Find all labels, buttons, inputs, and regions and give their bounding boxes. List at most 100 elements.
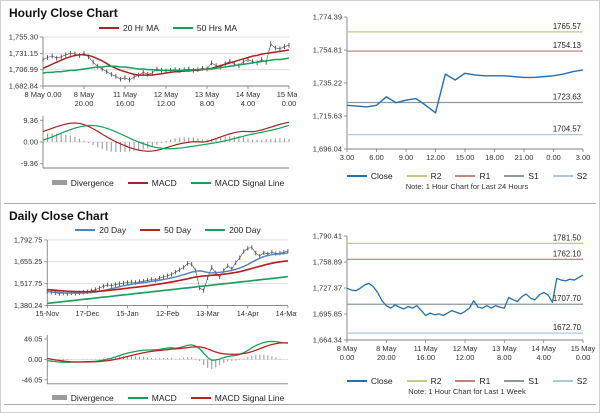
legend-item-r2: R2: [406, 375, 442, 386]
svg-text:11 May: 11 May: [113, 90, 137, 99]
legend-item-200day: 200 Day: [205, 225, 261, 235]
macd-swatch: [127, 396, 148, 399]
legend-item-s2: S2: [552, 375, 588, 386]
svg-text:1704.57: 1704.57: [553, 125, 581, 134]
svg-text:1,682.84: 1,682.84: [9, 82, 38, 91]
hourly-24h-panel: 1,774.39 1,754.81 1,735.22 1,715.63 1,696.04…: [299, 1, 599, 203]
svg-text:1754.13: 1754.13: [553, 41, 581, 50]
svg-text:17-Dec: 17-Dec: [76, 309, 100, 318]
close-label: Close: [370, 375, 393, 386]
svg-text:14 May: 14 May: [236, 90, 261, 99]
s2-label: S2: [576, 375, 588, 386]
svg-text:21.00: 21.00: [515, 153, 534, 162]
hourly-close-chart: 1,755.301,731.151,706.991,682.848 May 0.…: [9, 34, 297, 108]
week-close-chart: 1,790.41 1,758.89 1,727.37 1,695.85 1,664.34…: [313, 232, 596, 363]
r2-label: R2: [430, 170, 442, 181]
h24-legend: Close R2 R1 S1 S2: [335, 169, 599, 182]
hourly-ma-legend: 20 Hr MA 50 Hrs MA: [37, 21, 299, 34]
svg-text:1762.10: 1762.10: [553, 249, 582, 258]
svg-text:8 May 0.00: 8 May 0.00: [24, 90, 61, 99]
svg-text:9.36: 9.36: [23, 116, 38, 125]
daily-macd-chart: 46.05 0.00 -46.05: [22, 334, 289, 384]
legend-item-close: Close: [346, 170, 393, 181]
legend-item-50day: 50 Day: [140, 225, 191, 235]
r2-swatch: [406, 174, 427, 177]
legend-item-s1: S1: [504, 170, 539, 181]
r2-label: R2: [430, 375, 442, 386]
20hr-ma-label: 20 Hr MA: [122, 22, 159, 33]
bottom-divider: [4, 404, 596, 405]
svg-text:8 May: 8 May: [376, 344, 397, 353]
hourly-macd-legend: Divergence MACD MACD Signal Line: [37, 176, 299, 189]
s1-label: S1: [528, 170, 539, 181]
macd-signal-label: MACD Signal Line: [214, 177, 285, 188]
close-swatch: [346, 174, 367, 177]
svg-text:11 May: 11 May: [414, 344, 438, 353]
svg-text:12.00: 12.00: [456, 353, 475, 362]
daily-ma-legend: 20 Day 50 Day 200 Day: [37, 224, 299, 237]
close-label: Close: [370, 170, 393, 181]
svg-text:14 May: 14 May: [531, 344, 556, 353]
legend-item-divergence: Divergence: [51, 177, 114, 188]
svg-text:0.00: 0.00: [546, 153, 561, 162]
svg-text:1,655.25: 1,655.25: [14, 257, 43, 266]
svg-text:15.00: 15.00: [456, 153, 475, 162]
hourly-chart-title: Hourly Close Chart: [9, 6, 118, 20]
svg-text:12 May: 12 May: [453, 344, 478, 353]
svg-text:20.00: 20.00: [377, 353, 396, 362]
svg-text:15-Jan: 15-Jan: [116, 309, 138, 318]
svg-text:1,696.04: 1,696.04: [313, 145, 342, 154]
svg-text:1,774.39: 1,774.39: [313, 13, 342, 22]
divergence-label: Divergence: [70, 177, 114, 188]
svg-text:1,517.75: 1,517.75: [14, 279, 43, 288]
svg-text:14-Apr: 14-Apr: [237, 309, 260, 318]
svg-text:1,695.85: 1,695.85: [313, 310, 342, 319]
svg-text:-46.05: -46.05: [22, 375, 43, 384]
svg-text:6.00: 6.00: [369, 153, 384, 162]
svg-text:0.00: 0.00: [28, 354, 42, 363]
svg-text:1,792.75: 1,792.75: [14, 237, 43, 244]
legend-item-20day: 20 Day: [75, 225, 126, 235]
svg-text:4.00: 4.00: [241, 99, 256, 108]
svg-text:0.00: 0.00: [282, 99, 297, 108]
20hr-ma-swatch: [98, 26, 119, 29]
svg-text:8 May: 8 May: [74, 90, 95, 99]
svg-text:15-Nov: 15-Nov: [35, 309, 59, 318]
legend-item-macd: MACD: [127, 178, 177, 188]
legend-item-divergence: Divergence: [51, 393, 114, 403]
divergence-swatch: [51, 180, 67, 185]
svg-text:8 May: 8 May: [337, 344, 358, 353]
svg-text:1,790.41: 1,790.41: [313, 232, 342, 241]
macd-label: MACD: [151, 392, 177, 403]
section-divider: [4, 203, 596, 204]
r2-swatch: [406, 379, 427, 382]
s2-swatch: [552, 174, 573, 177]
s2-label: S2: [576, 170, 588, 181]
legend-item-s1: S1: [504, 376, 539, 386]
legend-item-r1: R1: [455, 171, 490, 181]
200day-label: 200 Day: [229, 225, 261, 236]
legend-item-20hr-ma: 20 Hr MA: [98, 22, 159, 33]
50day-label: 50 Day: [164, 225, 192, 236]
legend-item-macd-signal: MACD Signal Line: [190, 177, 285, 188]
svg-text:15 May: 15 May: [571, 344, 596, 353]
daily-chart-title: Daily Close Chart: [9, 209, 109, 223]
svg-text:15 May: 15 May: [277, 90, 297, 99]
svg-text:1,727.37: 1,727.37: [313, 284, 342, 293]
50hr-ma-swatch: [172, 26, 193, 29]
legend-item-s2: S2: [552, 170, 588, 181]
svg-text:12.00: 12.00: [157, 99, 176, 108]
r1-label: R1: [479, 375, 491, 386]
svg-text:1,755.30: 1,755.30: [9, 34, 38, 42]
divergence-swatch: [51, 395, 67, 401]
20day-swatch: [75, 229, 96, 232]
daily-section: Daily Close Chart 20 Day 50 Day 200 Day …: [1, 204, 599, 404]
svg-text:1781.50: 1781.50: [553, 233, 582, 242]
legend-item-50hr-ma: 50 Hrs MA: [172, 22, 238, 33]
macd-signal-label: MACD Signal Line: [214, 392, 285, 403]
legend-item-r1: R1: [455, 376, 490, 386]
50hr-ma-label: 50 Hrs MA: [196, 22, 238, 33]
200day-swatch: [205, 229, 226, 232]
svg-text:9.00: 9.00: [399, 153, 414, 162]
